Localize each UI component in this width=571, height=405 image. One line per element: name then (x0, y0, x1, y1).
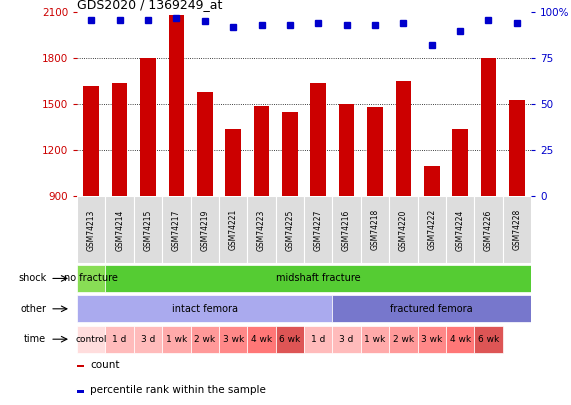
Text: 6 wk: 6 wk (478, 335, 499, 344)
Bar (247, 326, 276, 353)
Bar (219, 326, 247, 353)
Bar (77, 390, 85, 392)
Bar (332, 295, 531, 322)
Bar (332, 326, 361, 353)
Text: GSM74223: GSM74223 (257, 209, 266, 251)
Bar (254, 106, 270, 196)
Bar (162, 196, 191, 263)
Bar (134, 196, 162, 263)
Bar (191, 196, 219, 263)
Bar (304, 326, 332, 353)
Text: 1 d: 1 d (311, 335, 325, 344)
Bar (332, 196, 361, 263)
Bar (226, 129, 241, 196)
Bar (77, 295, 332, 322)
Bar (106, 326, 134, 353)
Text: shock: shock (18, 273, 46, 283)
Text: midshaft fracture: midshaft fracture (276, 273, 360, 283)
Text: GSM74219: GSM74219 (200, 209, 209, 251)
Text: 3 d: 3 d (339, 335, 354, 344)
Bar (311, 83, 326, 196)
Text: 4 wk: 4 wk (251, 335, 272, 344)
Bar (389, 196, 417, 263)
Text: 3 wk: 3 wk (223, 335, 244, 344)
Bar (219, 196, 247, 263)
Bar (475, 196, 502, 263)
Text: GSM74218: GSM74218 (371, 209, 380, 250)
Bar (112, 83, 127, 196)
Bar (417, 196, 446, 263)
Text: 2 wk: 2 wk (194, 335, 215, 344)
Bar (162, 326, 191, 353)
Text: 1 d: 1 d (112, 335, 127, 344)
Text: GSM74217: GSM74217 (172, 209, 181, 251)
Bar (276, 326, 304, 353)
Text: GSM74224: GSM74224 (456, 209, 465, 251)
Text: GSM74213: GSM74213 (87, 209, 96, 251)
Text: GSM74221: GSM74221 (228, 209, 238, 250)
Text: 3 d: 3 d (141, 335, 155, 344)
Text: no fracture: no fracture (65, 273, 118, 283)
Bar (276, 196, 304, 263)
Text: 3 wk: 3 wk (421, 335, 443, 344)
Bar (106, 196, 134, 263)
Text: 4 wk: 4 wk (449, 335, 471, 344)
Text: GSM74225: GSM74225 (286, 209, 295, 251)
Text: GSM74215: GSM74215 (143, 209, 152, 251)
Bar (481, 58, 496, 196)
Text: percentile rank within the sample: percentile rank within the sample (90, 385, 266, 395)
Text: GSM74220: GSM74220 (399, 209, 408, 251)
Bar (83, 86, 99, 196)
Bar (424, 166, 440, 196)
Bar (197, 92, 212, 196)
Text: GSM74228: GSM74228 (512, 209, 521, 250)
Bar (134, 326, 162, 353)
Bar (446, 196, 475, 263)
Bar (389, 326, 417, 353)
Bar (77, 265, 106, 292)
Bar (77, 326, 106, 353)
Bar (77, 196, 106, 263)
Text: GSM74214: GSM74214 (115, 209, 124, 251)
Text: time: time (24, 334, 46, 344)
Bar (77, 365, 85, 367)
Text: count: count (90, 360, 119, 370)
Bar (361, 326, 389, 353)
Bar (367, 107, 383, 196)
Bar (361, 196, 389, 263)
Bar (509, 100, 525, 196)
Bar (452, 129, 468, 196)
Bar (304, 196, 332, 263)
Text: GSM74222: GSM74222 (427, 209, 436, 250)
Bar (168, 15, 184, 196)
Bar (475, 326, 502, 353)
Text: intact femora: intact femora (172, 304, 238, 314)
Bar (140, 58, 156, 196)
Text: GSM74226: GSM74226 (484, 209, 493, 251)
Bar (446, 326, 475, 353)
Text: 2 wk: 2 wk (393, 335, 414, 344)
Text: control: control (75, 335, 107, 344)
Bar (502, 196, 531, 263)
Text: GDS2020 / 1369249_at: GDS2020 / 1369249_at (77, 0, 223, 11)
Text: 6 wk: 6 wk (279, 335, 300, 344)
Text: GSM74227: GSM74227 (313, 209, 323, 251)
Text: 1 wk: 1 wk (364, 335, 385, 344)
Bar (282, 112, 297, 196)
Text: 1 wk: 1 wk (166, 335, 187, 344)
Bar (191, 326, 219, 353)
Text: other: other (20, 304, 46, 314)
Bar (417, 326, 446, 353)
Bar (339, 104, 355, 196)
Text: GSM74216: GSM74216 (342, 209, 351, 251)
Bar (396, 81, 411, 196)
Bar (247, 196, 276, 263)
Text: fractured femora: fractured femora (391, 304, 473, 314)
